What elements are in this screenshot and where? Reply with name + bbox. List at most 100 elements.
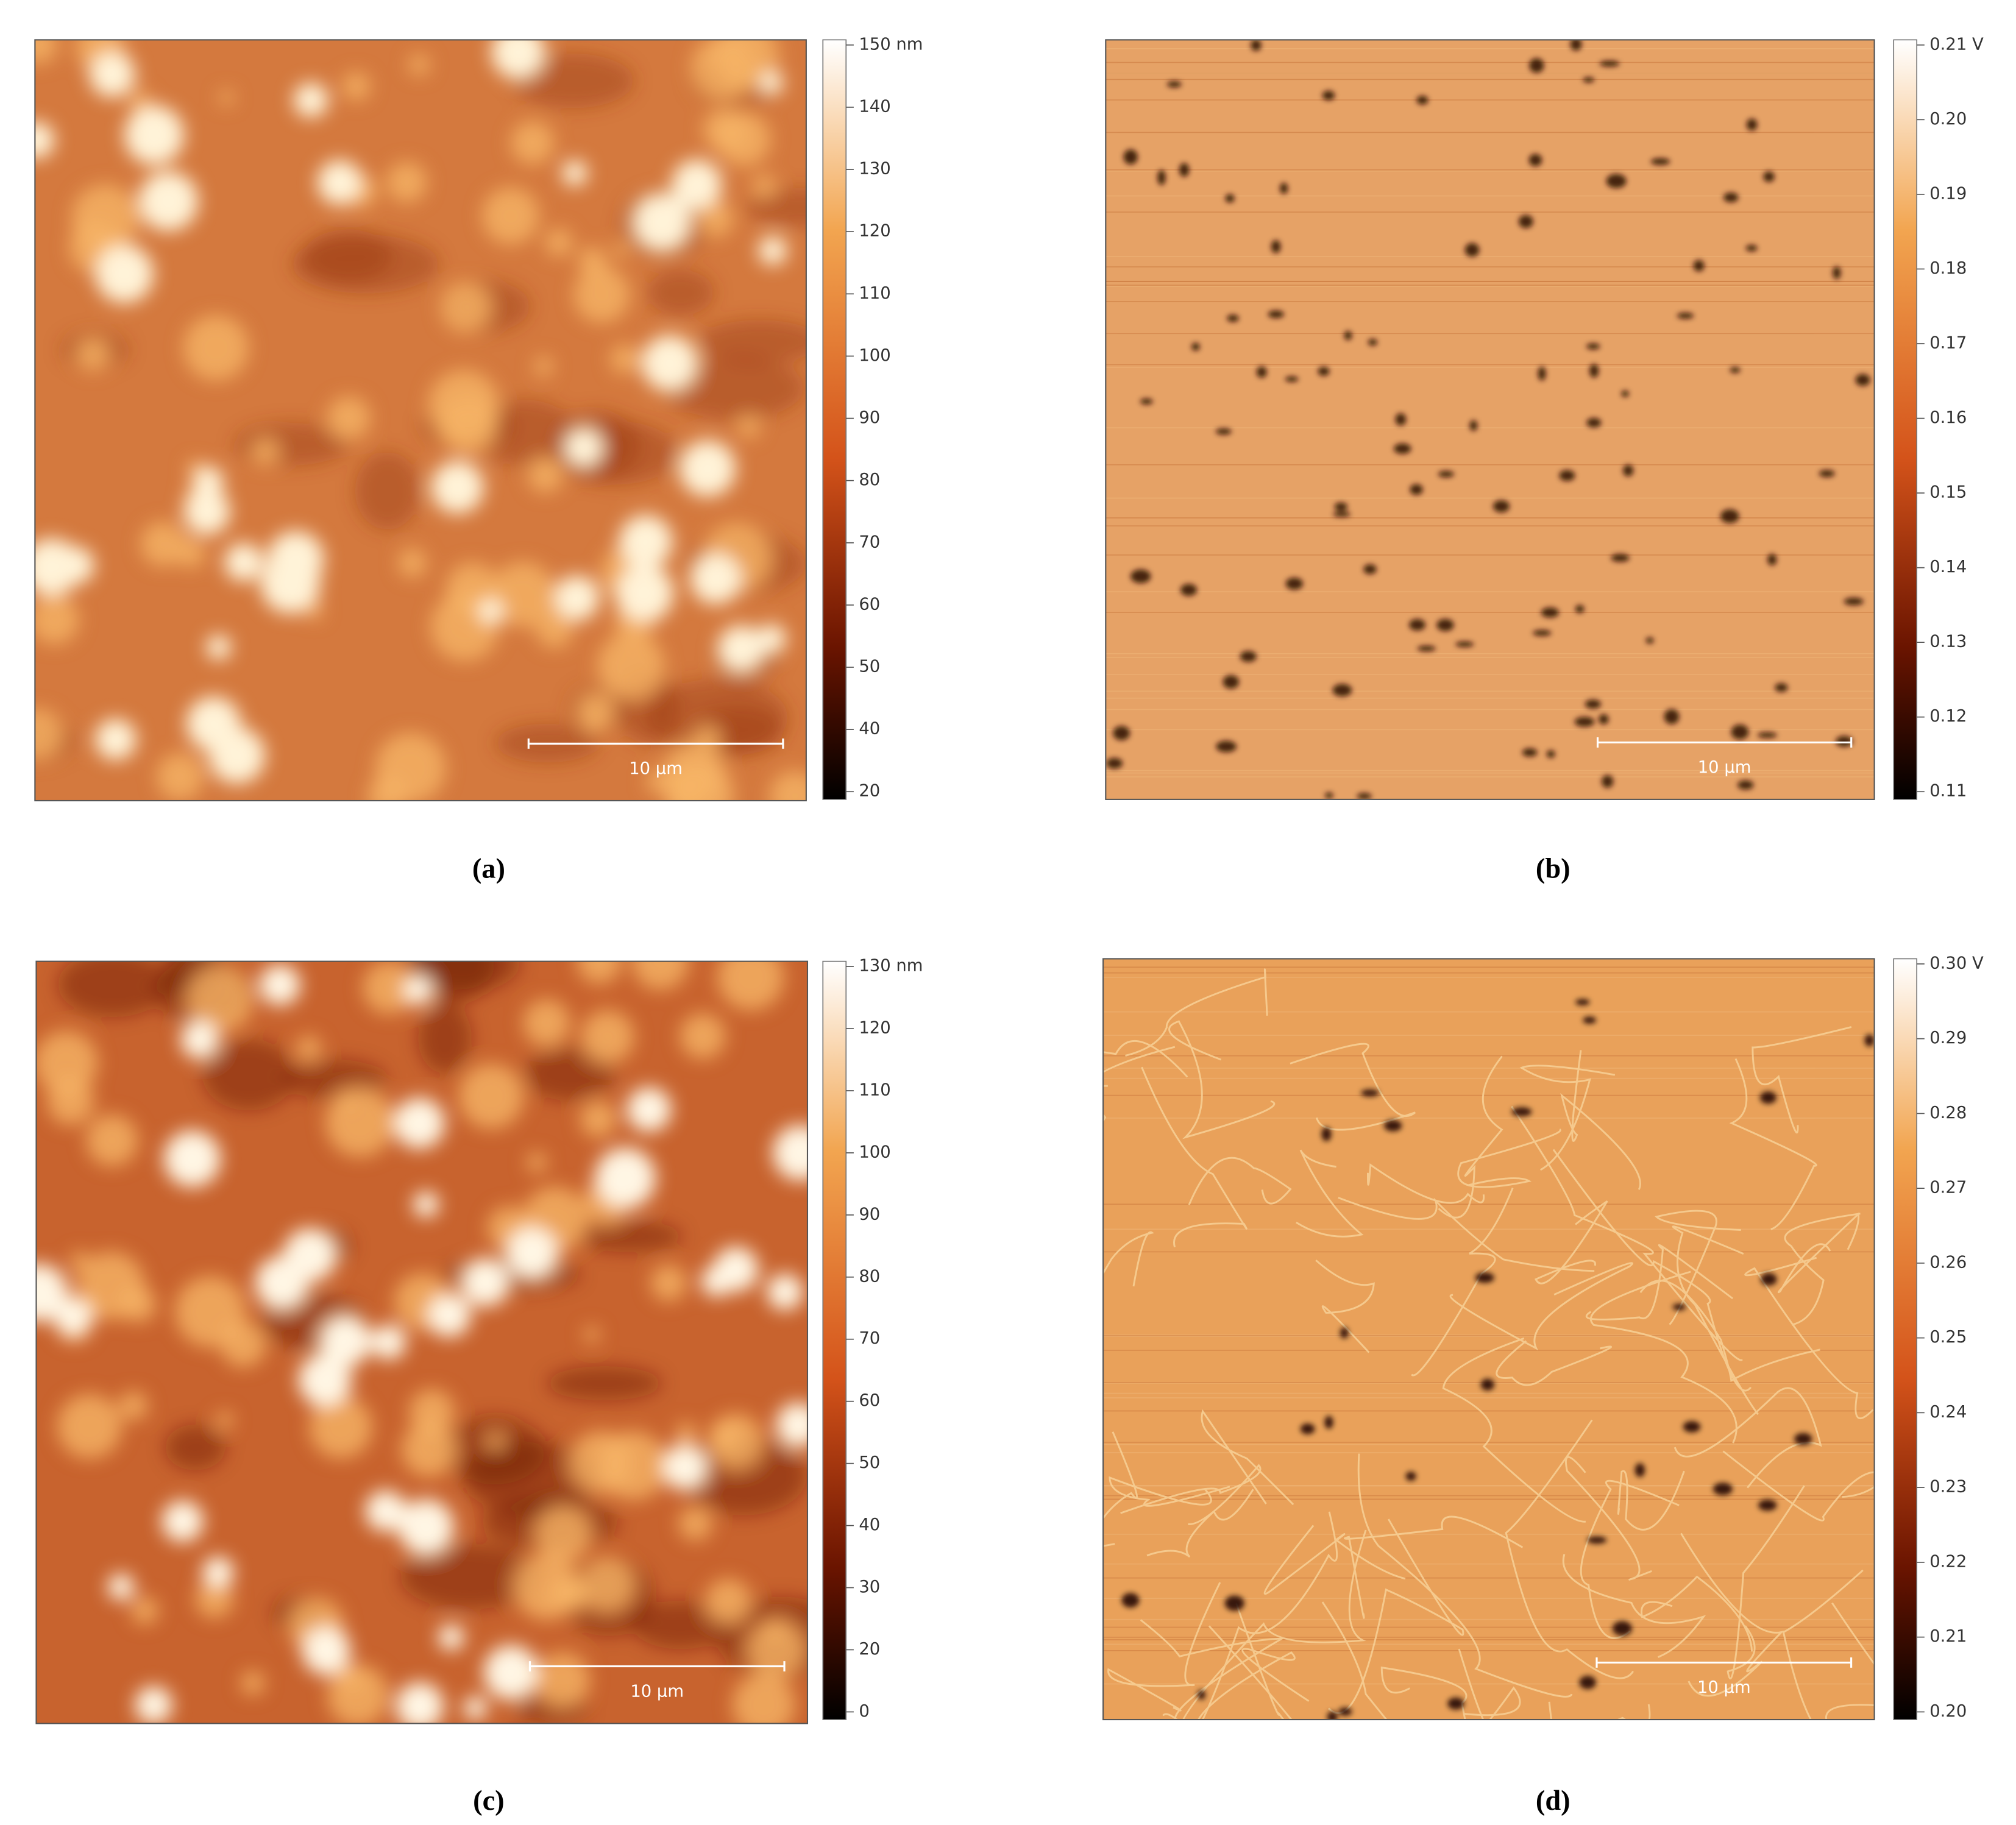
- dark-dot: [1599, 714, 1609, 725]
- fiber: [1107, 1582, 1221, 1712]
- dark-dot: [1285, 376, 1299, 382]
- dark-dot: [1318, 366, 1330, 376]
- dark-dot: [1575, 999, 1590, 1005]
- colorbar-tick-label: 0.29: [1929, 1029, 1967, 1047]
- dark-dot: [1438, 470, 1454, 478]
- peak: [461, 1258, 510, 1307]
- colorbar-tick-label: 0.12: [1929, 707, 1967, 726]
- bright-region: [176, 539, 206, 569]
- fiber: [1197, 1648, 1310, 1720]
- colorbar-tick-label: 150 nm: [859, 35, 923, 54]
- fiber: [1321, 1601, 1388, 1720]
- bright-region: [216, 1411, 233, 1429]
- colorbar-tick-label: 0.25: [1929, 1328, 1967, 1347]
- dark-dot: [1664, 709, 1680, 725]
- bright-region: [578, 247, 607, 276]
- fiber: [1344, 1515, 1524, 1619]
- fiber: [1411, 1187, 1514, 1377]
- panel: 10 µm 0.30 V 0.29 0.28 0.27 0.26 0.25 0.24 0.23 0…: [1102, 954, 1984, 1816]
- dark-dot: [1745, 244, 1758, 252]
- afm-image: [36, 961, 807, 1724]
- dark-region: [632, 1601, 729, 1650]
- bright-region: [678, 1506, 712, 1541]
- bright-region: [581, 1010, 634, 1064]
- bright-region: [86, 1114, 138, 1166]
- colorbar-tick-label: 80: [859, 1267, 880, 1286]
- dark-dot: [1106, 757, 1123, 769]
- fiber: [1327, 1518, 1464, 1714]
- dark-dot: [1767, 553, 1777, 565]
- bright-region: [76, 338, 110, 371]
- bright-region: [342, 72, 371, 101]
- fiber: [1103, 1231, 1154, 1287]
- bright-region: [401, 1422, 457, 1477]
- bright-region: [309, 1395, 372, 1459]
- dark-dot: [1819, 470, 1835, 478]
- bright-region: [195, 1579, 234, 1618]
- bright-region: [528, 457, 563, 493]
- fiber: [1168, 1020, 1276, 1139]
- bright-region: [747, 1620, 806, 1679]
- dark-dot: [1417, 645, 1436, 651]
- bright-region: [545, 228, 573, 257]
- bright-region: [386, 161, 427, 203]
- bright-region: [36, 1030, 98, 1095]
- fiber: [1367, 1163, 1485, 1204]
- dark-dot: [1409, 618, 1425, 631]
- dark-dot: [1395, 413, 1407, 426]
- peak: [202, 1556, 234, 1589]
- peak: [427, 1293, 471, 1338]
- dark-dot: [1280, 183, 1288, 194]
- dark-dot: [1683, 1421, 1701, 1433]
- fiber: [1680, 1533, 1784, 1697]
- dark-dot: [1599, 60, 1620, 67]
- dark-region: [416, 961, 520, 991]
- fiber: [1201, 1511, 1338, 1720]
- fiber: [1457, 1129, 1561, 1188]
- fiber: [1777, 1212, 1860, 1294]
- fiber: [1182, 1529, 1367, 1720]
- dark-dot: [1324, 1416, 1333, 1429]
- dark-dot: [1256, 366, 1267, 378]
- peak: [767, 1274, 803, 1311]
- colorbar-tick-label: 110: [859, 284, 890, 303]
- colorbar: [822, 39, 847, 800]
- dark-region: [547, 1366, 662, 1401]
- dark-dot: [1416, 96, 1429, 105]
- dark-dot: [1455, 641, 1474, 647]
- peak: [394, 1097, 445, 1149]
- bright-region: [697, 200, 734, 238]
- colorbar-tick-label: 0.11: [1929, 782, 1967, 801]
- dark-dot: [1130, 569, 1151, 584]
- peak: [163, 1130, 221, 1188]
- dark-dot: [1757, 732, 1777, 739]
- dark-region: [472, 399, 576, 466]
- fiber: [1722, 1450, 1875, 1522]
- scale-bar-label: 10 µm: [629, 759, 683, 778]
- dark-dot: [1758, 1499, 1777, 1511]
- panel-label: (d): [1536, 1785, 1571, 1816]
- peak: [564, 428, 603, 467]
- bright-region: [130, 1596, 159, 1625]
- bright-region: [666, 771, 707, 801]
- bright-region: [650, 1264, 687, 1302]
- peak: [438, 1625, 464, 1651]
- dark-region: [697, 319, 806, 364]
- colorbar-tick-label: 0.27: [1929, 1178, 1967, 1197]
- dark-dot: [1579, 1676, 1596, 1690]
- dark-dot: [1621, 390, 1629, 397]
- scale-bar-label: 10 µm: [1697, 1678, 1751, 1697]
- dark-dot: [1511, 1107, 1532, 1116]
- dark-dot: [1368, 339, 1378, 346]
- peak: [206, 634, 232, 660]
- peak: [124, 105, 184, 165]
- peak: [95, 718, 137, 760]
- peak: [183, 488, 230, 535]
- dark-dot: [1650, 158, 1670, 165]
- dark-region: [512, 53, 634, 108]
- fiber: [1141, 1066, 1248, 1248]
- dark-region: [524, 1046, 616, 1101]
- peak: [478, 598, 505, 625]
- bright-region: [580, 1100, 617, 1138]
- bright-region: [753, 174, 776, 197]
